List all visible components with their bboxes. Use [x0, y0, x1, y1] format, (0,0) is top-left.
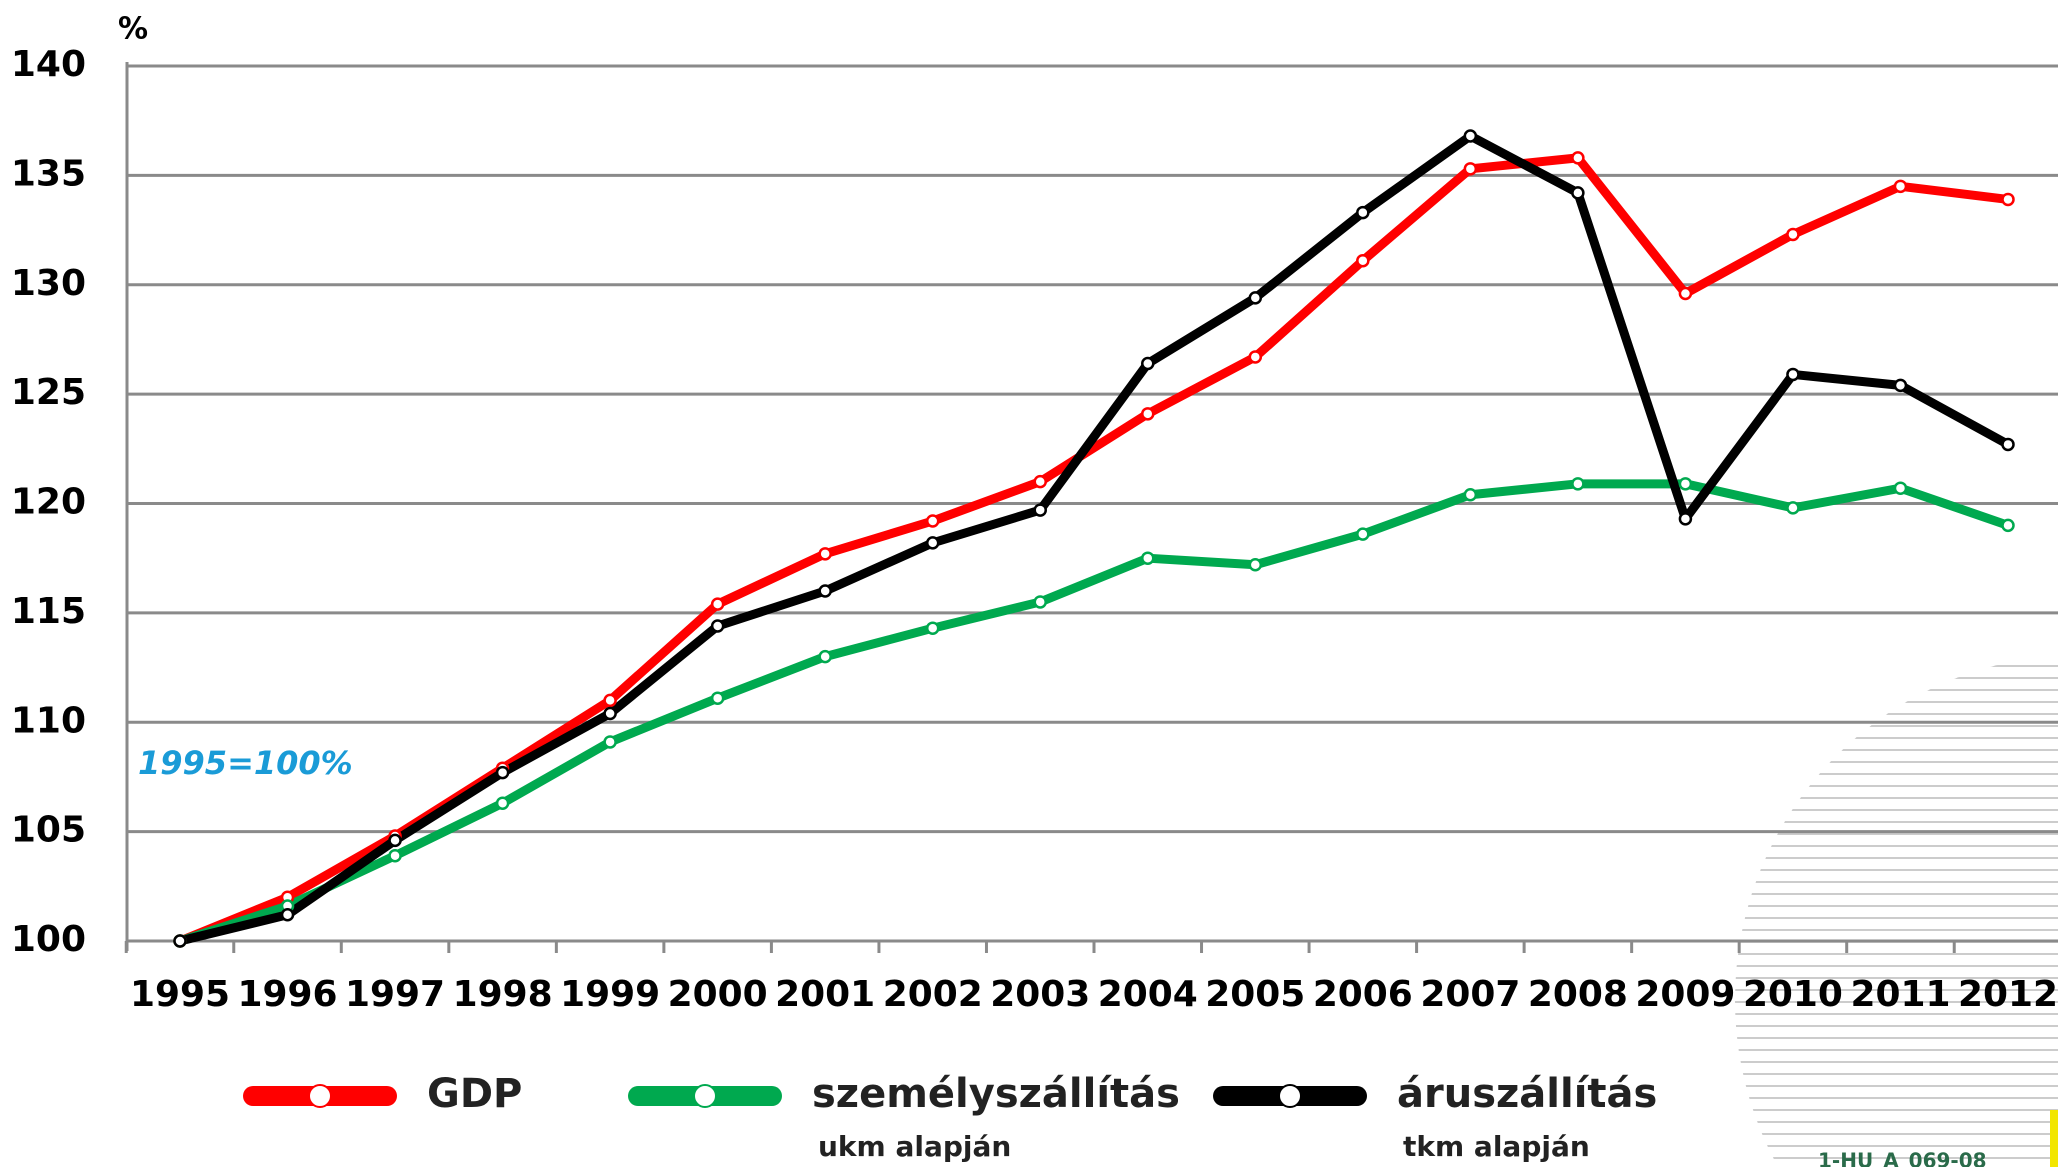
point — [925, 536, 940, 550]
point — [1463, 129, 1478, 143]
x-tick-label: 2005 — [1205, 974, 1305, 1015]
point — [1463, 162, 1478, 176]
point — [1786, 501, 1800, 515]
point — [603, 693, 617, 708]
y-tick-label: 105 — [11, 810, 86, 851]
code: 1-HU_A_069-08 — [1818, 1149, 1987, 1167]
point — [1356, 205, 1370, 220]
point — [1786, 227, 1800, 242]
legend-sublabel: ukm alapján — [818, 1130, 1011, 1163]
point — [1033, 503, 1047, 517]
x-tick-label: 2003 — [990, 974, 1090, 1015]
y-tick-label: 125 — [11, 372, 86, 413]
line — [178, 479, 2010, 946]
point — [818, 584, 832, 598]
point — [925, 514, 940, 528]
point — [1141, 407, 1155, 421]
point — [710, 619, 725, 633]
y-tick-label: 110 — [11, 700, 86, 741]
x-tick-label: 1998 — [453, 974, 553, 1015]
legend-marker — [308, 1084, 332, 1108]
point — [1356, 253, 1370, 268]
x-tick-label: 2004 — [1098, 974, 1198, 1015]
point — [1463, 488, 1478, 502]
legend-label: áruszállítás — [1397, 1071, 1657, 1117]
point — [710, 597, 725, 611]
point — [1248, 350, 1263, 364]
annotation: 1995=100% — [138, 744, 353, 782]
point — [1141, 356, 1155, 371]
x-tick-label: 1996 — [238, 974, 338, 1015]
x-tick-label: 2007 — [1420, 974, 1520, 1015]
point — [495, 796, 510, 810]
x-tick-label: 1999 — [560, 974, 660, 1015]
y-tick-label: 135 — [11, 153, 86, 194]
x-tick-label: 2000 — [668, 974, 768, 1015]
point — [1678, 477, 1693, 491]
point — [2001, 192, 2015, 207]
y-tick-label: 140 — [11, 44, 86, 85]
point — [1033, 474, 1047, 489]
point — [1893, 378, 1908, 393]
point — [280, 908, 295, 922]
line — [178, 131, 2011, 946]
y-tick-label: 115 — [11, 591, 86, 632]
point — [2001, 437, 2015, 452]
x-tick-label: 2006 — [1313, 974, 1413, 1015]
x-tick-label: 2011 — [1850, 974, 1950, 1015]
y-tick-label: 130 — [11, 263, 86, 304]
x-tick-label: 2001 — [775, 974, 875, 1015]
point — [1786, 367, 1800, 382]
point — [1893, 179, 1908, 194]
y-tick-label: 120 — [11, 482, 86, 523]
x-tick-label: 1997 — [345, 974, 445, 1015]
point — [1571, 151, 1585, 165]
x-tick-label: 2012 — [1958, 974, 2058, 1015]
point — [1571, 186, 1585, 200]
point — [1893, 481, 1908, 495]
legend-marker — [693, 1084, 717, 1108]
x-tick-label: 2008 — [1528, 974, 1628, 1015]
legend-label: személyszállítás — [812, 1071, 1180, 1117]
point — [603, 735, 617, 749]
point — [1678, 512, 1693, 526]
point — [925, 621, 940, 635]
point — [1248, 291, 1263, 305]
point — [1141, 551, 1155, 565]
point — [1678, 286, 1693, 301]
legend-sublabel: tkm alapján — [1403, 1130, 1590, 1163]
x-tick-label: 2010 — [1743, 974, 1843, 1015]
point — [710, 691, 725, 705]
point — [1571, 477, 1585, 491]
point — [173, 934, 187, 948]
decoration — [2050, 1110, 2058, 1167]
point — [1033, 595, 1047, 609]
point — [1356, 527, 1370, 541]
y-unit: % — [118, 12, 148, 47]
point — [388, 848, 402, 863]
decoration — [1735, 655, 2058, 1167]
legend-marker — [1278, 1084, 1302, 1108]
point — [1248, 558, 1263, 572]
x-tick-label: 2009 — [1635, 974, 1735, 1015]
point — [388, 833, 402, 848]
point — [603, 706, 617, 721]
point — [2001, 518, 2015, 533]
point — [818, 649, 832, 664]
y-tick-label: 100 — [11, 919, 86, 960]
point — [495, 765, 510, 780]
point — [818, 547, 832, 561]
x-tick-label: 1995 — [130, 974, 230, 1015]
x-tick-label: 2002 — [883, 974, 983, 1015]
legend-label: GDP — [427, 1071, 522, 1117]
